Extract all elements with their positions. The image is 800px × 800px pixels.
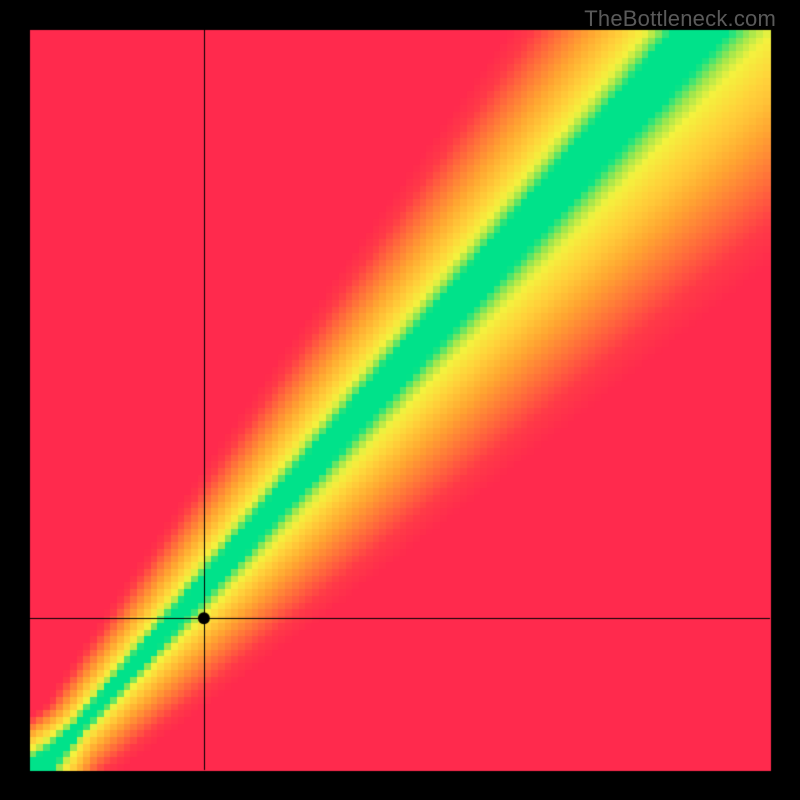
watermark-text: TheBottleneck.com [584,6,776,32]
bottleneck-heatmap-canvas [0,0,800,800]
chart-container: TheBottleneck.com [0,0,800,800]
